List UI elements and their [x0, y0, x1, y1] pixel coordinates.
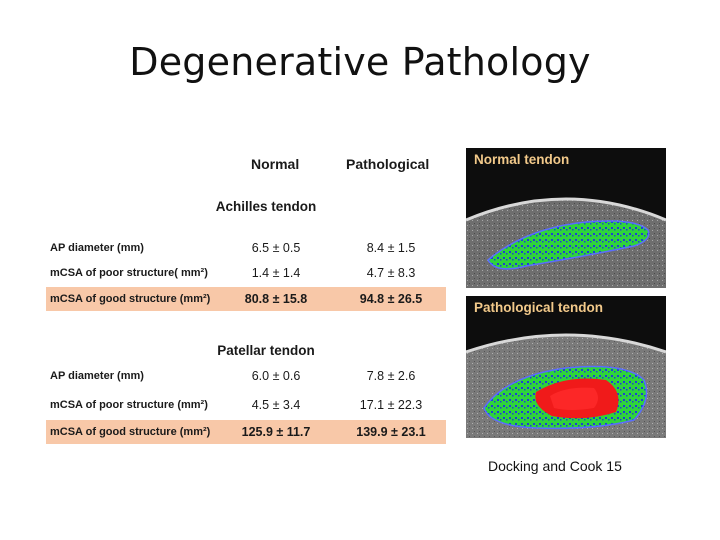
normal-value: 80.8 ± 15.8 — [244, 292, 308, 306]
normal-value: 1.4 ± 1.4 — [251, 266, 301, 280]
row-label: mCSA of poor structure (mm²) — [50, 399, 208, 411]
table-row: mCSA of poor structure( mm²) 1.4 ± 1.4 4… — [46, 261, 446, 285]
row-label: mCSA of good structure (mm²) — [50, 426, 211, 438]
pathological-value: 17.1 ± 22.3 — [359, 398, 423, 412]
normal-value: 6.0 ± 0.6 — [251, 369, 301, 383]
normal-tendon-caption: Normal tendon — [474, 152, 570, 167]
table-row-highlighted: mCSA of good structure (mm²) 125.9 ± 11.… — [46, 420, 446, 444]
pathological-tendon-image: Pathological tendon — [466, 296, 666, 438]
normal-tendon-image: Normal tendon — [466, 148, 666, 288]
normal-value: 4.5 ± 3.4 — [251, 398, 301, 412]
normal-value: 6.5 ± 0.5 — [251, 241, 301, 255]
section-achilles: Achilles tendon — [46, 195, 446, 219]
pathological-value: 139.9 ± 23.1 — [356, 425, 426, 439]
citation: Docking and Cook 15 — [488, 458, 622, 474]
pathological-value: 4.7 ± 8.3 — [366, 266, 416, 280]
section-title: Patellar tendon — [217, 343, 315, 358]
pathological-tendon-caption: Pathological tendon — [474, 300, 604, 315]
pathological-value: 94.8 ± 26.5 — [359, 292, 423, 306]
row-label: mCSA of good structure (mm²) — [50, 293, 211, 305]
pathological-ultrasound-graphic — [466, 333, 666, 438]
table-row-highlighted: mCSA of good structure (mm²) 80.8 ± 15.8… — [46, 287, 446, 311]
table-row: AP diameter (mm) 6.5 ± 0.5 8.4 ± 1.5 — [46, 236, 446, 260]
section-patellar: Patellar tendon — [46, 339, 446, 363]
normal-ultrasound-graphic — [466, 197, 666, 288]
normal-value: 125.9 ± 11.7 — [241, 425, 311, 439]
table-row: AP diameter (mm) 6.0 ± 0.6 7.8 ± 2.6 — [46, 364, 446, 388]
header-normal: Normal — [251, 156, 300, 172]
row-label: AP diameter (mm) — [50, 242, 144, 254]
pathological-value: 8.4 ± 1.5 — [366, 241, 416, 255]
header-pathological: Pathological — [346, 156, 430, 172]
row-label: mCSA of poor structure( mm²) — [50, 267, 208, 279]
table-row: mCSA of poor structure (mm²) 4.5 ± 3.4 1… — [46, 393, 446, 417]
slide-title: Degenerative Pathology — [129, 40, 591, 84]
pathological-value: 7.8 ± 2.6 — [366, 369, 416, 383]
row-label: AP diameter (mm) — [50, 370, 144, 382]
table-header: Normal Pathological — [46, 152, 446, 176]
section-title: Achilles tendon — [215, 199, 317, 214]
